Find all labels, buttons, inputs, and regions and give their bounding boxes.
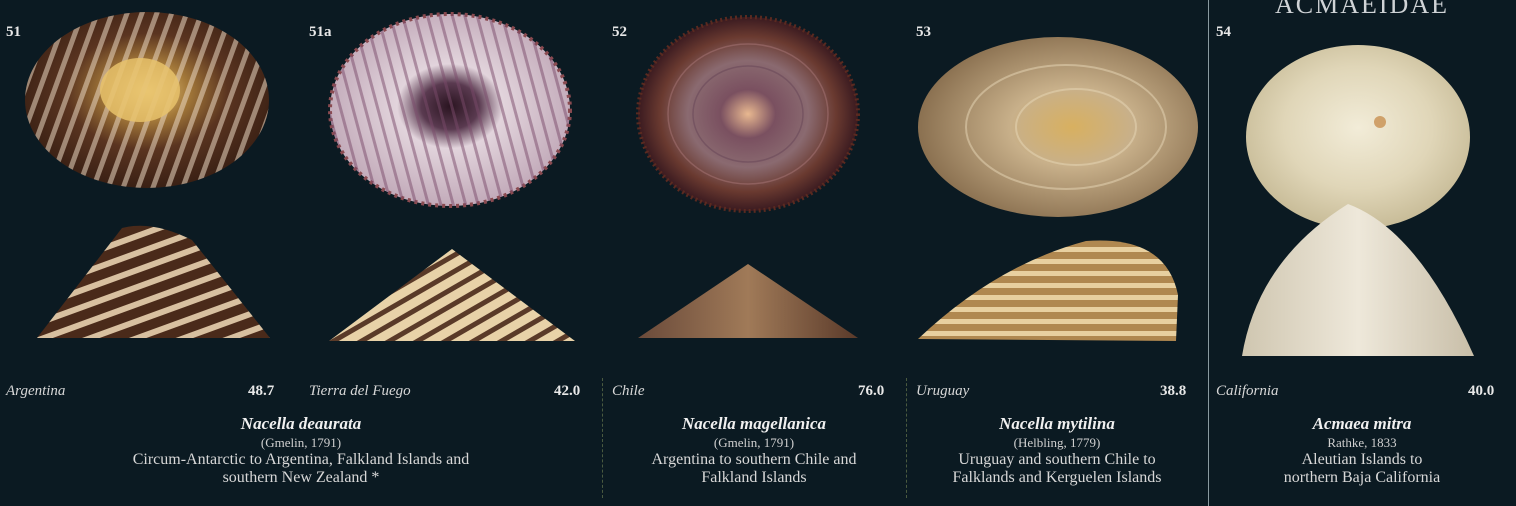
specimen-number: 52 — [612, 24, 627, 40]
size-label: 42.0 — [554, 383, 581, 399]
divider — [906, 378, 907, 498]
species-caption-nacella-magellanica: Nacella magellanica (Gmelin, 1791) Argen… — [602, 414, 906, 487]
shell-top-view-image — [636, 15, 860, 213]
species-author: (Gmelin, 1791) — [260, 435, 342, 450]
size-label: 76.0 — [858, 383, 885, 399]
specimen-panel-51a: 51a Tierra del Fuego 42.0 — [305, 0, 601, 506]
size-label: 38.8 — [1160, 383, 1187, 399]
distribution-line: Falklands and Kerguelen Islands — [952, 469, 1162, 486]
specimen-number: 51a — [309, 24, 332, 40]
shell-side-view-image — [1242, 204, 1474, 356]
shell-top-view-image — [25, 12, 269, 188]
shell-top-view-image — [918, 37, 1198, 217]
locality-label: Chile — [612, 383, 645, 399]
shell-side-view-image — [918, 240, 1178, 341]
specimen-number: 51 — [6, 24, 21, 40]
locality-label: Argentina — [6, 383, 66, 399]
species-name: Acmaea mitra — [1312, 414, 1412, 433]
species-caption-nacella-mytilina: Nacella mytilina (Helbling, 1779) Urugua… — [906, 414, 1208, 487]
family-heading: ACMAEIDAE — [1275, 0, 1449, 19]
locality-label: California — [1216, 383, 1279, 399]
species-name: Nacella magellanica — [681, 414, 826, 433]
species-name: Nacella mytilina — [999, 414, 1115, 433]
family-divider — [1208, 0, 1209, 506]
shell-top-view-image — [328, 12, 572, 208]
species-caption-nacella-deaurata: Nacella deaurata (Gmelin, 1791) Circum-A… — [0, 414, 602, 487]
species-caption-acmaea-mitra: Acmaea mitra Rathke, 1833 Aleutian Islan… — [1208, 414, 1516, 487]
species-name: Nacella deaurata — [240, 414, 362, 433]
distribution-line: southern New Zealand * — [222, 469, 380, 486]
specimen-panel-54: 54 California 40.0 — [1212, 0, 1516, 506]
species-author: Rathke, 1833 — [1327, 435, 1397, 450]
specimen-number: 53 — [916, 24, 931, 40]
distribution-line: northern Baja California — [1283, 469, 1441, 486]
shell-top-view-image — [1246, 45, 1470, 229]
distribution-line: Argentina to southern Chile and — [651, 451, 857, 468]
specimen-panel-51: 51 Argentina 48.7 — [0, 0, 300, 506]
divider — [602, 378, 603, 498]
specimen-number: 54 — [1216, 24, 1231, 40]
distribution-line: Circum-Antarctic to Argentina, Falkland … — [132, 451, 470, 468]
distribution-line: Aleutian Islands to — [1301, 451, 1423, 468]
distribution-line: Uruguay and southern Chile to — [958, 451, 1156, 468]
locality-label: Tierra del Fuego — [309, 383, 411, 399]
specimen-panel-52: 52 Chile 76.0 — [606, 0, 904, 506]
species-author: (Gmelin, 1791) — [713, 435, 795, 450]
size-label: 48.7 — [248, 383, 275, 399]
size-label: 40.0 — [1468, 383, 1495, 399]
specimen-panel-53: 53 Uruguay 38.8 — [910, 0, 1206, 506]
locality-label: Uruguay — [916, 383, 970, 399]
shell-side-view-image — [638, 264, 858, 338]
shell-side-view-image — [329, 249, 575, 341]
shell-side-view-image — [37, 225, 270, 338]
distribution-line: Falkland Islands — [701, 469, 807, 486]
species-author: (Helbling, 1779) — [1013, 435, 1101, 450]
